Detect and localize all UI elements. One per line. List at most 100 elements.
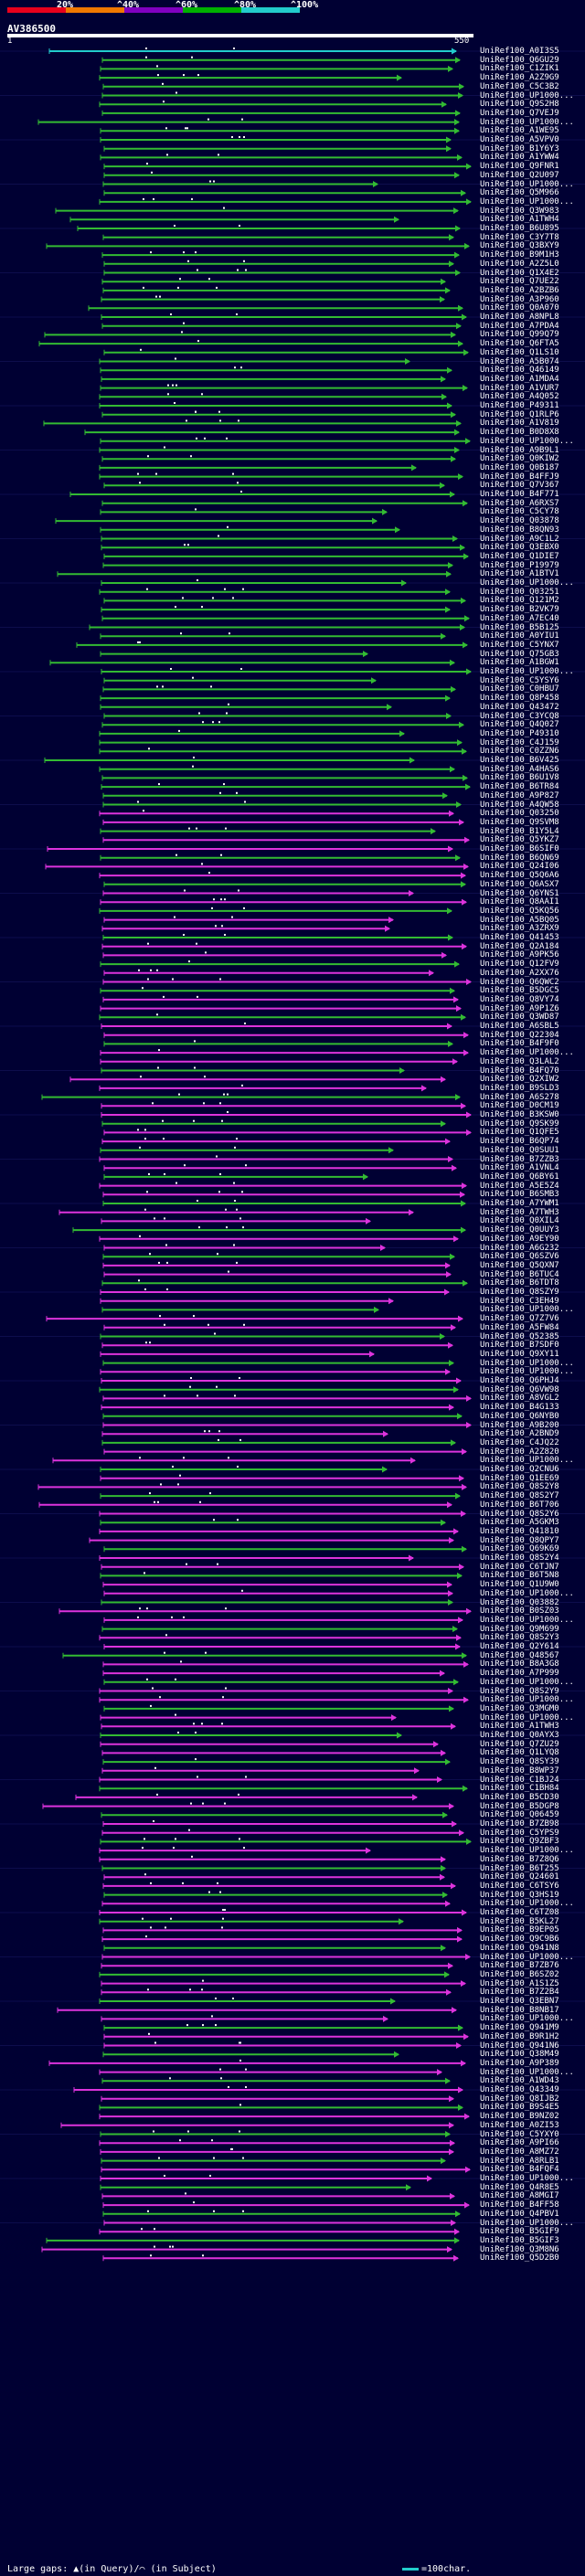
hit-label[interactable]: UniRef100_B4FQ70 <box>480 1065 559 1076</box>
hit-label[interactable]: UniRef100_Q9FNR1 <box>480 162 559 172</box>
hit-label[interactable]: UniRef100_A3P960 <box>480 294 559 304</box>
hit-label[interactable]: UniRef100_Q941M9 <box>480 2023 559 2033</box>
hit-label[interactable]: UniRef100_A5VPV0 <box>480 135 559 144</box>
hit-label[interactable]: UniRef100_C3YCQ8 <box>480 711 559 721</box>
hit-label[interactable]: UniRef100_Q3LAL2 <box>480 1056 559 1066</box>
hit-label[interactable]: UniRef100_UP1000... <box>480 1588 574 1598</box>
hit-label[interactable]: UniRef100_Q8P458 <box>480 694 559 704</box>
hit-label[interactable]: UniRef100_C5CY78 <box>480 507 559 517</box>
hit-label[interactable]: UniRef100_A0YIU1 <box>480 631 559 641</box>
hit-label[interactable]: UniRef100_B6QN69 <box>480 853 559 863</box>
hit-label[interactable]: UniRef100_B6SMB3 <box>480 1190 559 1200</box>
hit-label[interactable]: UniRef100_Q8IJB2 <box>480 2094 559 2104</box>
hit-label[interactable]: UniRef100_B6T706 <box>480 1500 559 1510</box>
hit-label[interactable]: UniRef100_Q1EE69 <box>480 1473 559 1483</box>
hit-label[interactable]: UniRef100_Q75GB3 <box>480 649 559 659</box>
hit-label[interactable]: UniRef100_Q3M8N6 <box>480 2244 559 2254</box>
hit-label[interactable]: UniRef100_B0D8X8 <box>480 428 559 438</box>
hit-label[interactable]: UniRef100_Q1LYQ8 <box>480 1748 559 1758</box>
hit-label[interactable]: UniRef100_Q6FTA5 <box>480 339 559 349</box>
hit-label[interactable]: UniRef100_Q6YNS1 <box>480 888 559 898</box>
hit-label[interactable]: UniRef100_UP1000... <box>480 1305 574 1315</box>
hit-label[interactable]: UniRef100_Q06459 <box>480 1810 559 1820</box>
hit-label[interactable]: UniRef100_Q7UE22 <box>480 277 559 287</box>
hit-label[interactable]: UniRef100_C5YXY0 <box>480 2129 559 2139</box>
hit-label[interactable]: UniRef100_B4FF58 <box>480 2200 559 2210</box>
hit-label[interactable]: UniRef100_Q3BXY9 <box>480 241 559 251</box>
hit-label[interactable]: UniRef100_Q24601 <box>480 1872 559 1882</box>
hit-label[interactable]: UniRef100_Q8S2Y3 <box>480 1633 559 1643</box>
hit-label[interactable]: UniRef100_Q12FV9 <box>480 959 559 970</box>
hit-label[interactable]: UniRef100_B6TR84 <box>480 782 559 792</box>
hit-label[interactable]: UniRef100_UP1000... <box>480 179 574 189</box>
hit-label[interactable]: UniRef100_Q9M699 <box>480 1624 559 1634</box>
hit-label[interactable]: UniRef100_D0CM19 <box>480 1101 559 1111</box>
hit-label[interactable]: UniRef100_Q3WD87 <box>480 1012 559 1023</box>
hit-label[interactable]: UniRef100_C0ZZN6 <box>480 747 559 757</box>
hit-label[interactable]: UniRef100_UP1000... <box>480 667 574 676</box>
hit-label[interactable]: UniRef100_C1BH84 <box>480 1784 559 1794</box>
hit-label[interactable]: UniRef100_B7ZZB3 <box>480 1154 559 1164</box>
hit-label[interactable]: UniRef100_Q03250 <box>480 809 559 819</box>
hit-label[interactable]: UniRef100_Q5M966 <box>480 188 559 198</box>
hit-label[interactable]: UniRef100_A5B074 <box>480 356 559 366</box>
hit-label[interactable]: UniRef100_Q3EBN7 <box>480 1997 559 2006</box>
hit-label[interactable]: UniRef100_B5GIF3 <box>480 2235 559 2245</box>
hit-label[interactable]: UniRef100_Q0XIL4 <box>480 1216 559 1226</box>
hit-label[interactable]: UniRef100_Q9SVM8 <box>480 817 559 827</box>
hit-label[interactable]: UniRef100_Q41810 <box>480 1526 559 1536</box>
hit-label[interactable]: UniRef100_Q03878 <box>480 516 559 526</box>
hit-label[interactable]: UniRef100_A9P1Z6 <box>480 1003 559 1013</box>
hit-label[interactable]: UniRef100_Q8SZY9 <box>480 1288 559 1297</box>
hit-label[interactable]: UniRef100_Q8S2Y8 <box>480 1482 559 1492</box>
hit-label[interactable]: UniRef100_Q41453 <box>480 933 559 942</box>
hit-label[interactable]: UniRef100_Q8S2Y4 <box>480 1553 559 1563</box>
hit-label[interactable]: UniRef100_P19979 <box>480 560 559 570</box>
hit-label[interactable]: UniRef100_A9EY90 <box>480 1234 559 1244</box>
hit-label[interactable]: UniRef100_B6U895 <box>480 224 559 233</box>
hit-label[interactable]: UniRef100_Q52385 <box>480 1331 559 1341</box>
hit-label[interactable]: UniRef100_B8QN93 <box>480 525 559 535</box>
hit-label[interactable]: UniRef100_Q5QXN7 <box>480 1260 559 1270</box>
hit-label[interactable]: UniRef100_B4FQF4 <box>480 2165 559 2175</box>
hit-label[interactable]: UniRef100_A7YWM1 <box>480 1199 559 1208</box>
hit-label[interactable]: UniRef100_A9B9L1 <box>480 445 559 455</box>
hit-label[interactable]: UniRef100_A5FW84 <box>480 1322 559 1332</box>
hit-label[interactable]: UniRef100_Q941N6 <box>480 2041 559 2051</box>
hit-label[interactable]: UniRef100_Q5KQ56 <box>480 906 559 916</box>
hit-label[interactable]: UniRef100_UP1000... <box>480 1615 574 1625</box>
hit-label[interactable]: UniRef100_A2Z9G9 <box>480 73 559 83</box>
hit-label[interactable]: UniRef100_B8A3G8 <box>480 1659 559 1670</box>
hit-label[interactable]: UniRef100_C4JQ22 <box>480 1437 559 1447</box>
hit-label[interactable]: UniRef100_Q1X4E2 <box>480 268 559 278</box>
hit-label[interactable]: UniRef100_UP1000... <box>480 117 574 127</box>
hit-label[interactable]: UniRef100_A1BGW1 <box>480 658 559 668</box>
hit-label[interactable]: UniRef100_Q6VW98 <box>480 1384 559 1394</box>
hit-label[interactable]: UniRef100_A7TWH3 <box>480 1207 559 1217</box>
hit-label[interactable]: UniRef100_B5KL27 <box>480 1916 559 1926</box>
hit-label[interactable]: UniRef100_Q4PBV1 <box>480 2209 559 2219</box>
hit-label[interactable]: UniRef100_B6V425 <box>480 756 559 765</box>
hit-label[interactable]: UniRef100_Q9XY11 <box>480 1349 559 1359</box>
hit-label[interactable]: UniRef100_A8NPL8 <box>480 313 559 322</box>
hit-label[interactable]: UniRef100_B6SZ02 <box>480 1969 559 1979</box>
hit-label[interactable]: UniRef100_Q0AYX3 <box>480 1731 559 1740</box>
hit-label[interactable]: UniRef100_Q8S2Y9 <box>480 1686 559 1696</box>
hit-label[interactable]: UniRef100_Q7V367 <box>480 481 559 491</box>
hit-label[interactable]: UniRef100_A6RXS7 <box>480 498 559 508</box>
hit-label[interactable]: UniRef100_C5YSY6 <box>480 675 559 685</box>
hit-label[interactable]: UniRef100_Q8SY39 <box>480 1757 559 1767</box>
hit-label[interactable]: UniRef100_B9EP05 <box>480 1925 559 1935</box>
hit-label[interactable]: UniRef100_P49310 <box>480 728 559 738</box>
hit-label[interactable]: UniRef100_B7ZB98 <box>480 1819 559 1829</box>
hit-label[interactable]: UniRef100_C6TJN7 <box>480 1562 559 1572</box>
hit-label[interactable]: UniRef100_Q6QWC2 <box>480 977 559 987</box>
hit-label[interactable]: UniRef100_A6G232 <box>480 1243 559 1253</box>
hit-label[interactable]: UniRef100_B9S4E5 <box>480 2103 559 2113</box>
hit-label[interactable]: UniRef100_C1BJ24 <box>480 1775 559 1785</box>
hit-label[interactable]: UniRef100_Q8VY74 <box>480 994 559 1004</box>
hit-label[interactable]: UniRef100_Q1RLP6 <box>480 409 559 419</box>
hit-label[interactable]: UniRef100_Q8S2Y7 <box>480 1491 559 1501</box>
hit-label[interactable]: UniRef100_Q0KIW2 <box>480 454 559 464</box>
hit-label[interactable]: UniRef100_Q9C9B6 <box>480 1935 559 1945</box>
